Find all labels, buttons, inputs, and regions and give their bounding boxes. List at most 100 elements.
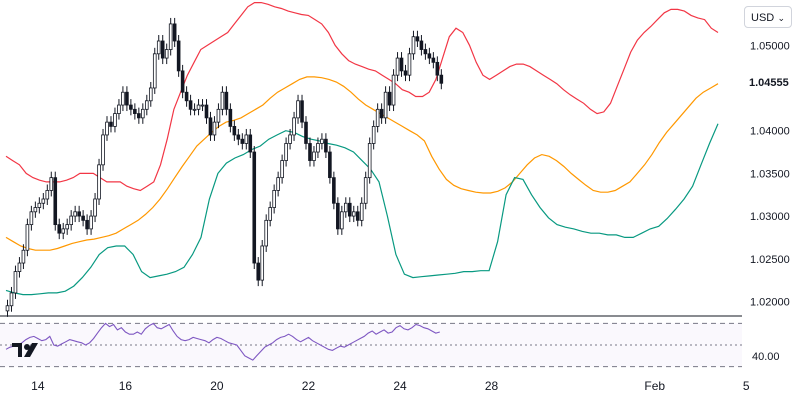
candle [21,244,26,270]
candle [137,107,141,124]
candle-body [224,91,229,110]
candle-body [415,36,420,42]
candle-body [292,117,296,136]
candle-body [216,108,221,123]
candle [117,99,121,120]
candle [403,64,408,82]
candle-body [336,202,340,230]
candle-body [316,143,320,153]
candle-body [212,121,217,136]
candle [93,193,97,223]
candle-body [117,104,121,114]
candle [431,52,436,69]
candle [81,210,85,227]
candle-body [312,151,316,161]
candle-body [347,202,352,217]
candle [188,94,193,116]
candle-body [328,151,332,179]
candle [280,154,284,184]
chevron-down-icon: ⌄ [777,13,785,23]
candle [435,56,440,82]
candle-body [184,91,189,102]
candle [89,210,93,235]
price-tick-label: 1.02000 [750,296,790,308]
candle-body [141,108,145,119]
candle-body [367,143,372,179]
candle [77,205,81,223]
candle-body [435,61,440,76]
candle [272,184,276,214]
candle-body [45,190,50,200]
candle [276,171,280,197]
last-price-label: 1.04555 [745,73,793,94]
candle-body [387,91,392,106]
candle [423,43,428,60]
rsi-tick-label: 40.00 [752,351,780,363]
candle [288,128,292,150]
candle-body [272,190,276,208]
price-tick-label: 1.03500 [750,168,790,180]
candle-body [236,134,241,140]
time-tick-label: 24 [393,379,407,393]
candle [109,116,113,133]
candle [411,30,416,60]
price-tick-label: 1.03000 [750,211,790,223]
candle-body [21,249,26,264]
candle [340,205,344,235]
candle [332,171,336,210]
candle [25,218,30,257]
time-axis[interactable]: 141620222428Feb571113171' [31,379,800,393]
candle-body [260,245,265,281]
candle-body [375,108,380,127]
tradingview-logo [12,343,38,357]
candle-body [113,113,117,127]
candle [383,86,388,124]
candle [367,137,372,184]
candle-body [208,117,213,136]
candle-body [332,177,336,204]
candle-body [391,74,396,106]
candle-body [244,134,249,144]
candle [65,218,70,235]
currency-selector[interactable]: USD ⌄ [744,6,792,28]
candle [212,116,217,141]
candle-body [304,121,308,144]
candle [61,222,66,240]
candle [208,111,213,141]
candle-body [125,91,129,106]
candle [200,99,205,112]
candle [105,116,109,141]
candle [172,17,177,47]
candle [248,128,253,158]
candle-body [172,23,177,42]
candle [252,146,257,270]
candle-body [77,211,81,217]
candle [347,197,352,223]
candle-body [248,134,253,153]
candle-body [423,49,428,55]
candle [228,103,233,133]
candle-body [399,57,404,72]
candle [101,128,105,171]
candle [240,133,245,150]
candle [355,205,360,227]
candle-body [355,211,360,221]
candle-body [109,121,113,127]
candle [216,103,221,129]
currency-value: USD [751,12,775,24]
candle [41,193,46,210]
candle-body [89,215,93,230]
candle-body [81,215,85,221]
candle-body [411,36,416,55]
candle [260,239,265,287]
candle [375,103,380,133]
candle-body [240,138,245,144]
candle [316,137,320,158]
candle [53,171,58,231]
price-axis[interactable]: 1.05000 1.04000 1.03500 1.03000 1.02500 1.020… [750,40,790,308]
candle-body [324,138,328,153]
candle-body [101,134,105,166]
candle [168,17,173,56]
candle-body [359,202,364,221]
